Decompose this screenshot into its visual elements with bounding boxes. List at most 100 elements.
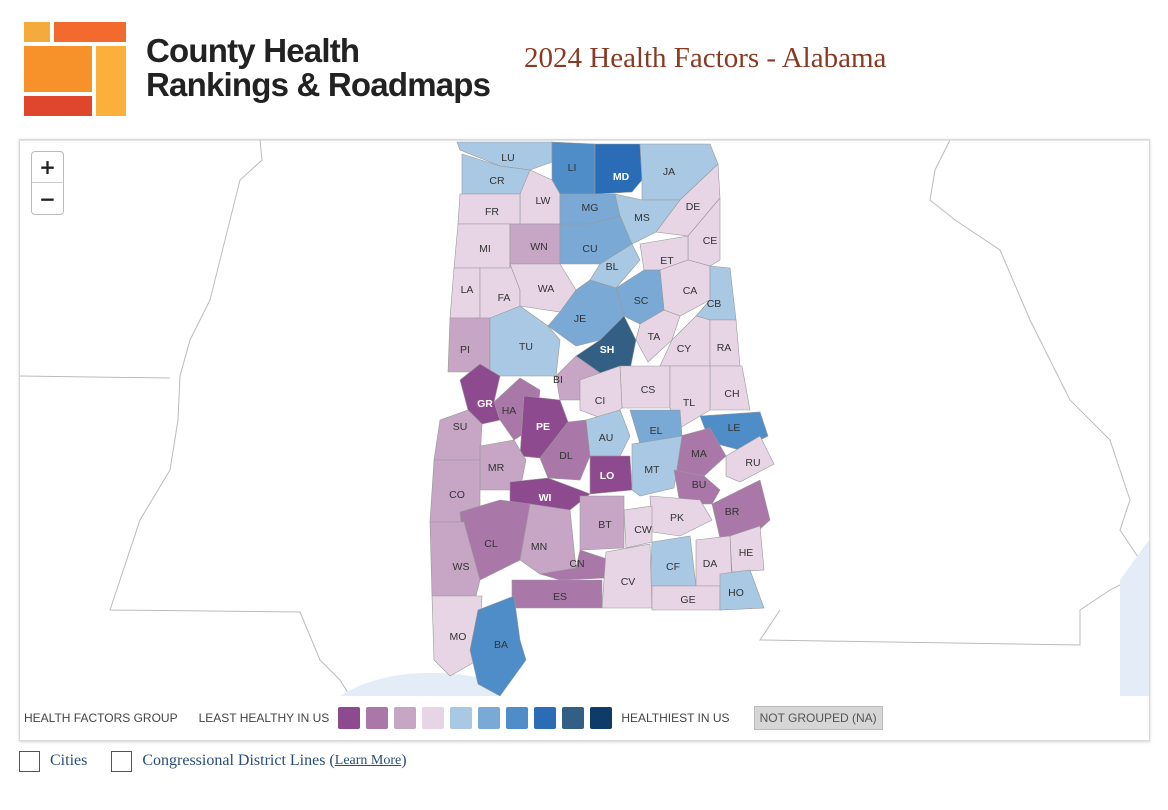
legend-swatch-4[interactable]: [422, 707, 445, 729]
county-label-co: CO: [449, 489, 465, 501]
county-label-ho: HO: [728, 587, 744, 599]
county-label-fa: FA: [498, 292, 511, 304]
county-ta[interactable]: [635, 309, 681, 363]
county-label-je: JE: [574, 313, 586, 325]
zoom-control: + −: [31, 151, 64, 215]
legend-swatch-8[interactable]: [534, 707, 557, 729]
county-ws[interactable]: [429, 521, 481, 597]
county-label-mg: MG: [582, 202, 599, 214]
county-bl[interactable]: [589, 243, 641, 289]
county-label-bt: BT: [598, 519, 612, 531]
learn-more-link[interactable]: Learn More: [334, 753, 402, 768]
county-label-ha: HA: [502, 405, 517, 417]
county-su[interactable]: [433, 409, 483, 461]
county-label-au: AU: [599, 432, 614, 444]
georgia-outline: [759, 140, 1141, 646]
county-label-ja: JA: [663, 166, 675, 178]
county-label-ma: MA: [691, 448, 707, 460]
county-ho[interactable]: [719, 569, 765, 611]
districts-label: Congressional District Lines (: [142, 752, 335, 769]
legend: HEALTH FACTORS GROUP LEAST HEALTHY IN US…: [20, 696, 1149, 740]
county-label-mi: MI: [479, 243, 491, 255]
county-label-ta: TA: [648, 331, 661, 343]
map-panel[interactable]: LU LI MD JA CR LW MG DE FR MS CE MI WN CU BL ET LA FA WA CA…: [19, 139, 1150, 741]
cities-checkbox[interactable]: [19, 750, 40, 772]
county-label-tl: TL: [683, 397, 695, 409]
county-label-ws: WS: [453, 561, 470, 573]
county-label-ch: CH: [724, 388, 739, 400]
county-he[interactable]: [729, 525, 765, 573]
county-label-wn: WN: [530, 241, 548, 253]
logo-line-1: County Health: [146, 32, 360, 69]
county-label-pe: PE: [536, 421, 550, 433]
page-title: 2024 Health Factors - Alabama: [524, 42, 887, 74]
county-label-lu: LU: [501, 152, 514, 164]
county-label-cw: CW: [634, 524, 652, 536]
gulf-water: [340, 672, 500, 696]
county-label-bu: BU: [692, 479, 707, 491]
cities-option[interactable]: Cities: [19, 750, 88, 772]
map-options: Cities Congressional District Lines (Lea…: [19, 749, 431, 773]
county-md[interactable]: [594, 143, 643, 195]
legend-swatch-1[interactable]: [338, 707, 361, 729]
county-label-mt: MT: [644, 464, 660, 476]
county-label-cv: CV: [621, 576, 636, 588]
county-ru[interactable]: [725, 435, 775, 483]
legend-swatch-7[interactable]: [506, 707, 529, 729]
county-label-mn: MN: [531, 541, 547, 553]
county-label-ge: GE: [680, 594, 695, 606]
gulf-water-east: [1120, 540, 1149, 696]
county-map[interactable]: LU LI MD JA CR LW MG DE FR MS CE MI WN CU BL ET LA FA WA CA…: [20, 140, 1149, 696]
county-mn[interactable]: [519, 503, 577, 575]
county-label-cn: CN: [569, 558, 584, 570]
county-label-cb: CB: [707, 298, 722, 310]
county-label-fr: FR: [485, 206, 499, 218]
legend-swatch-5[interactable]: [450, 707, 473, 729]
county-label-cy: CY: [677, 343, 692, 355]
county-label-et: ET: [660, 255, 674, 267]
county-de[interactable]: [655, 163, 721, 237]
county-label-mo: MO: [450, 631, 467, 643]
county-label-ra: RA: [717, 342, 732, 354]
county-label-ru: RU: [745, 457, 760, 469]
legend-swatches: [338, 707, 618, 729]
county-label-gr: GR: [477, 398, 493, 410]
county-label-ce: CE: [703, 235, 718, 247]
districts-checkbox[interactable]: [111, 750, 133, 772]
county-label-ci: CI: [595, 395, 606, 407]
county-ba[interactable]: [469, 595, 527, 696]
county-label-la: LA: [461, 284, 474, 296]
county-label-su: SU: [453, 421, 468, 433]
county-label-es: ES: [553, 591, 567, 603]
county-label-pi: PI: [460, 344, 470, 356]
county-label-dl: DL: [559, 450, 573, 462]
districts-close-paren: ): [401, 752, 407, 769]
county-label-ba: BA: [494, 639, 508, 651]
legend-swatch-3[interactable]: [394, 707, 417, 729]
county-label-cl: CL: [484, 538, 498, 550]
legend-swatch-9[interactable]: [562, 707, 585, 729]
county-mt[interactable]: [631, 435, 683, 497]
county-label-he: HE: [739, 547, 754, 559]
county-label-le: LE: [728, 422, 741, 434]
zoom-out-button[interactable]: −: [39, 186, 56, 211]
county-label-lw: LW: [536, 195, 551, 207]
county-mo[interactable]: [431, 595, 483, 677]
districts-option[interactable]: Congressional District Lines (Learn More…: [111, 750, 407, 772]
chrr-logo-icon: [24, 22, 126, 116]
county-label-mr: MR: [488, 462, 505, 474]
legend-swatch-10[interactable]: [590, 707, 613, 729]
county-bt[interactable]: [579, 495, 625, 551]
legend-least-label: LEAST HEALTHY IN US: [198, 711, 330, 725]
county-label-li: LI: [568, 162, 577, 174]
county-label-sh: SH: [600, 344, 615, 356]
zoom-in-button[interactable]: +: [32, 152, 63, 183]
county-label-ca: CA: [683, 285, 698, 297]
county-label-el: EL: [650, 425, 663, 437]
cities-label: Cities: [50, 752, 88, 769]
legend-swatch-6[interactable]: [478, 707, 501, 729]
county-shapes: [429, 141, 775, 696]
county-label-ms: MS: [634, 212, 650, 224]
county-label-bi: BI: [553, 374, 563, 386]
legend-swatch-2[interactable]: [366, 707, 389, 729]
